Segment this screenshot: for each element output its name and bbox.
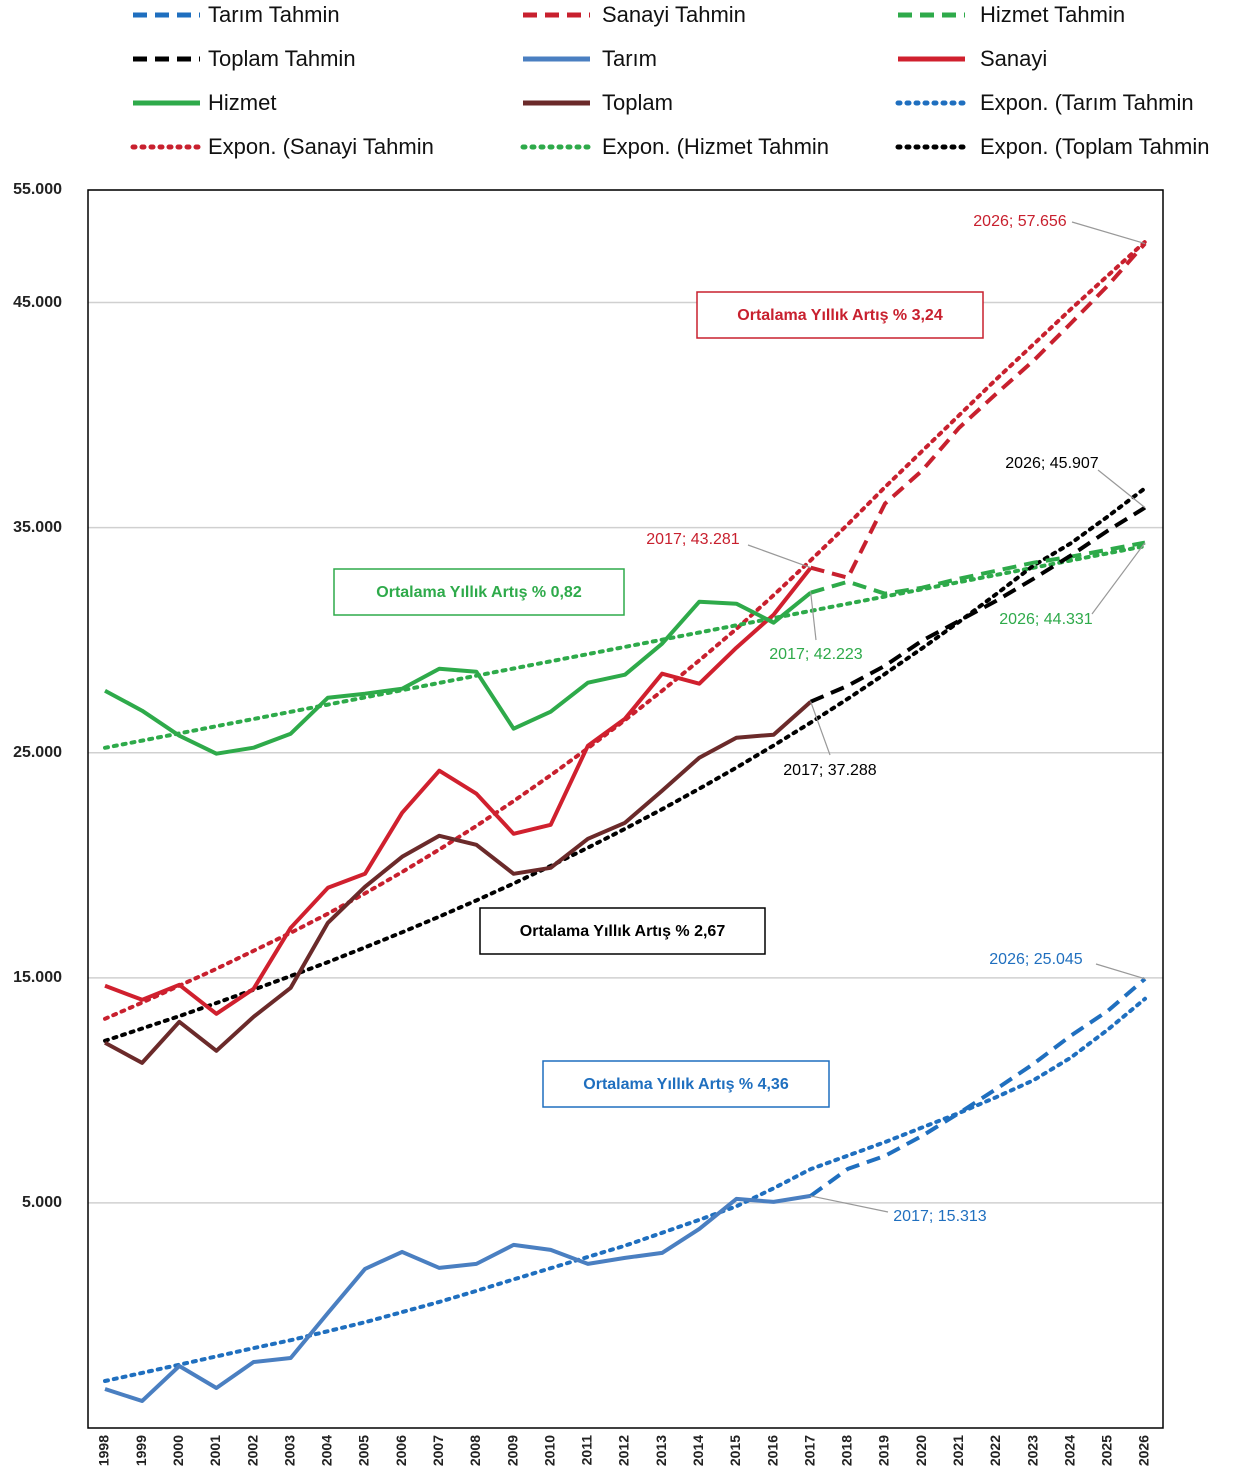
x-tick-label: 2006 [393,1435,409,1466]
x-tick-label: 2018 [839,1435,855,1466]
x-tick-label: 2001 [207,1435,223,1466]
x-tick-label: 2003 [281,1435,297,1466]
legend-label: Hizmet Tahmin [980,2,1125,27]
x-tick-label: 2019 [876,1435,892,1466]
y-tick-label: 15.000 [13,969,62,986]
x-tick-label: 2020 [913,1435,929,1466]
y-tick-label: 45.000 [13,294,62,311]
x-tick-label: 1998 [96,1435,112,1466]
point-label: 2017; 15.313 [893,1208,987,1225]
series-line [104,1193,812,1403]
point-label: 2017; 42.223 [769,646,863,663]
x-tick-label: 2015 [727,1435,743,1466]
annotation-box [542,1060,830,1108]
annotation-text: Ortalama Yıllık Artış % 0,82 [376,584,582,601]
y-tick-label: 55.000 [13,181,62,198]
leader-line [747,544,811,569]
x-tick-label: 2017 [801,1435,817,1466]
annotation-text: Ortalama Yıllık Artış % 2,67 [520,923,726,940]
legend-label: Tarım Tahmin [208,2,340,27]
x-tick-label: 2022 [987,1435,1003,1466]
plot-border [87,189,1164,1429]
x-tick-label: 2012 [616,1435,632,1466]
leader-line [1091,542,1146,615]
annotation-text: Ortalama Yıllık Artış % 3,24 [737,307,943,324]
legend-label: Toplam [602,90,673,115]
x-tick-label: 2024 [1061,1435,1077,1466]
annotation-box [333,568,625,616]
point-label: 2026; 44.331 [999,611,1093,628]
point-label: 2026; 25.045 [989,951,1083,968]
y-tick-label: 5.000 [22,1194,62,1211]
series-line [104,591,812,756]
x-tick-label: 2007 [430,1435,446,1466]
leader-line [1095,963,1146,980]
legend-label: Toplam Tahmin [208,46,356,71]
annotation-text: Ortalama Yıllık Artış % 4,36 [583,1076,789,1093]
x-tick-label: 2009 [504,1435,520,1466]
leader-line [1071,221,1146,245]
x-tick-label: 2011 [579,1435,595,1466]
x-tick-label: 1999 [133,1435,149,1466]
series-line [810,540,1146,596]
y-tick-label: 25.000 [13,744,62,761]
series-line [103,996,1147,1383]
x-tick-label: 2016 [764,1435,780,1466]
annotation-box [479,907,766,955]
legend-label: Sanayi Tahmin [602,2,746,27]
legend-label: Tarım [602,46,657,71]
x-tick-label: 2008 [467,1435,483,1466]
x-tick-label: 2002 [244,1435,260,1466]
legend-label: Sanayi [980,46,1047,71]
x-tick-label: 2013 [653,1435,669,1466]
leader-line [810,701,831,756]
legend-label: Expon. (Toplam Tahmin [980,134,1210,159]
x-tick-label: 2014 [690,1435,706,1466]
legend-label: Hizmet [208,90,276,115]
legend-label: Expon. (Sanayi Tahmin [208,134,434,159]
series-line [809,505,1147,704]
x-tick-label: 2004 [319,1435,335,1466]
series-line [810,242,1147,580]
y-tick-label: 35.000 [13,519,62,536]
x-tick-label: 2005 [356,1435,372,1466]
x-tick-label: 2025 [1099,1435,1115,1466]
legend-label: Expon. (Tarım Tahmin [980,90,1194,115]
series-line [103,544,1147,750]
leader-line [810,592,817,641]
leader-line [1097,469,1146,509]
leader-line [810,1195,889,1213]
point-label: 2017; 43.281 [646,531,740,548]
point-label: 2026; 57.656 [973,213,1067,230]
point-label: 2017; 37.288 [783,762,877,779]
x-tick-label: 2021 [950,1435,966,1466]
x-tick-label: 2000 [170,1435,186,1466]
point-label: 2026; 45.907 [1005,455,1099,472]
x-tick-label: 2010 [541,1435,557,1466]
legend-label: Expon. (Hizmet Tahmin [602,134,829,159]
series-line [104,566,813,1016]
x-tick-label: 2023 [1024,1435,1040,1466]
x-tick-label: 2026 [1136,1435,1152,1466]
annotation-box [696,291,984,339]
series-line [104,700,813,1065]
